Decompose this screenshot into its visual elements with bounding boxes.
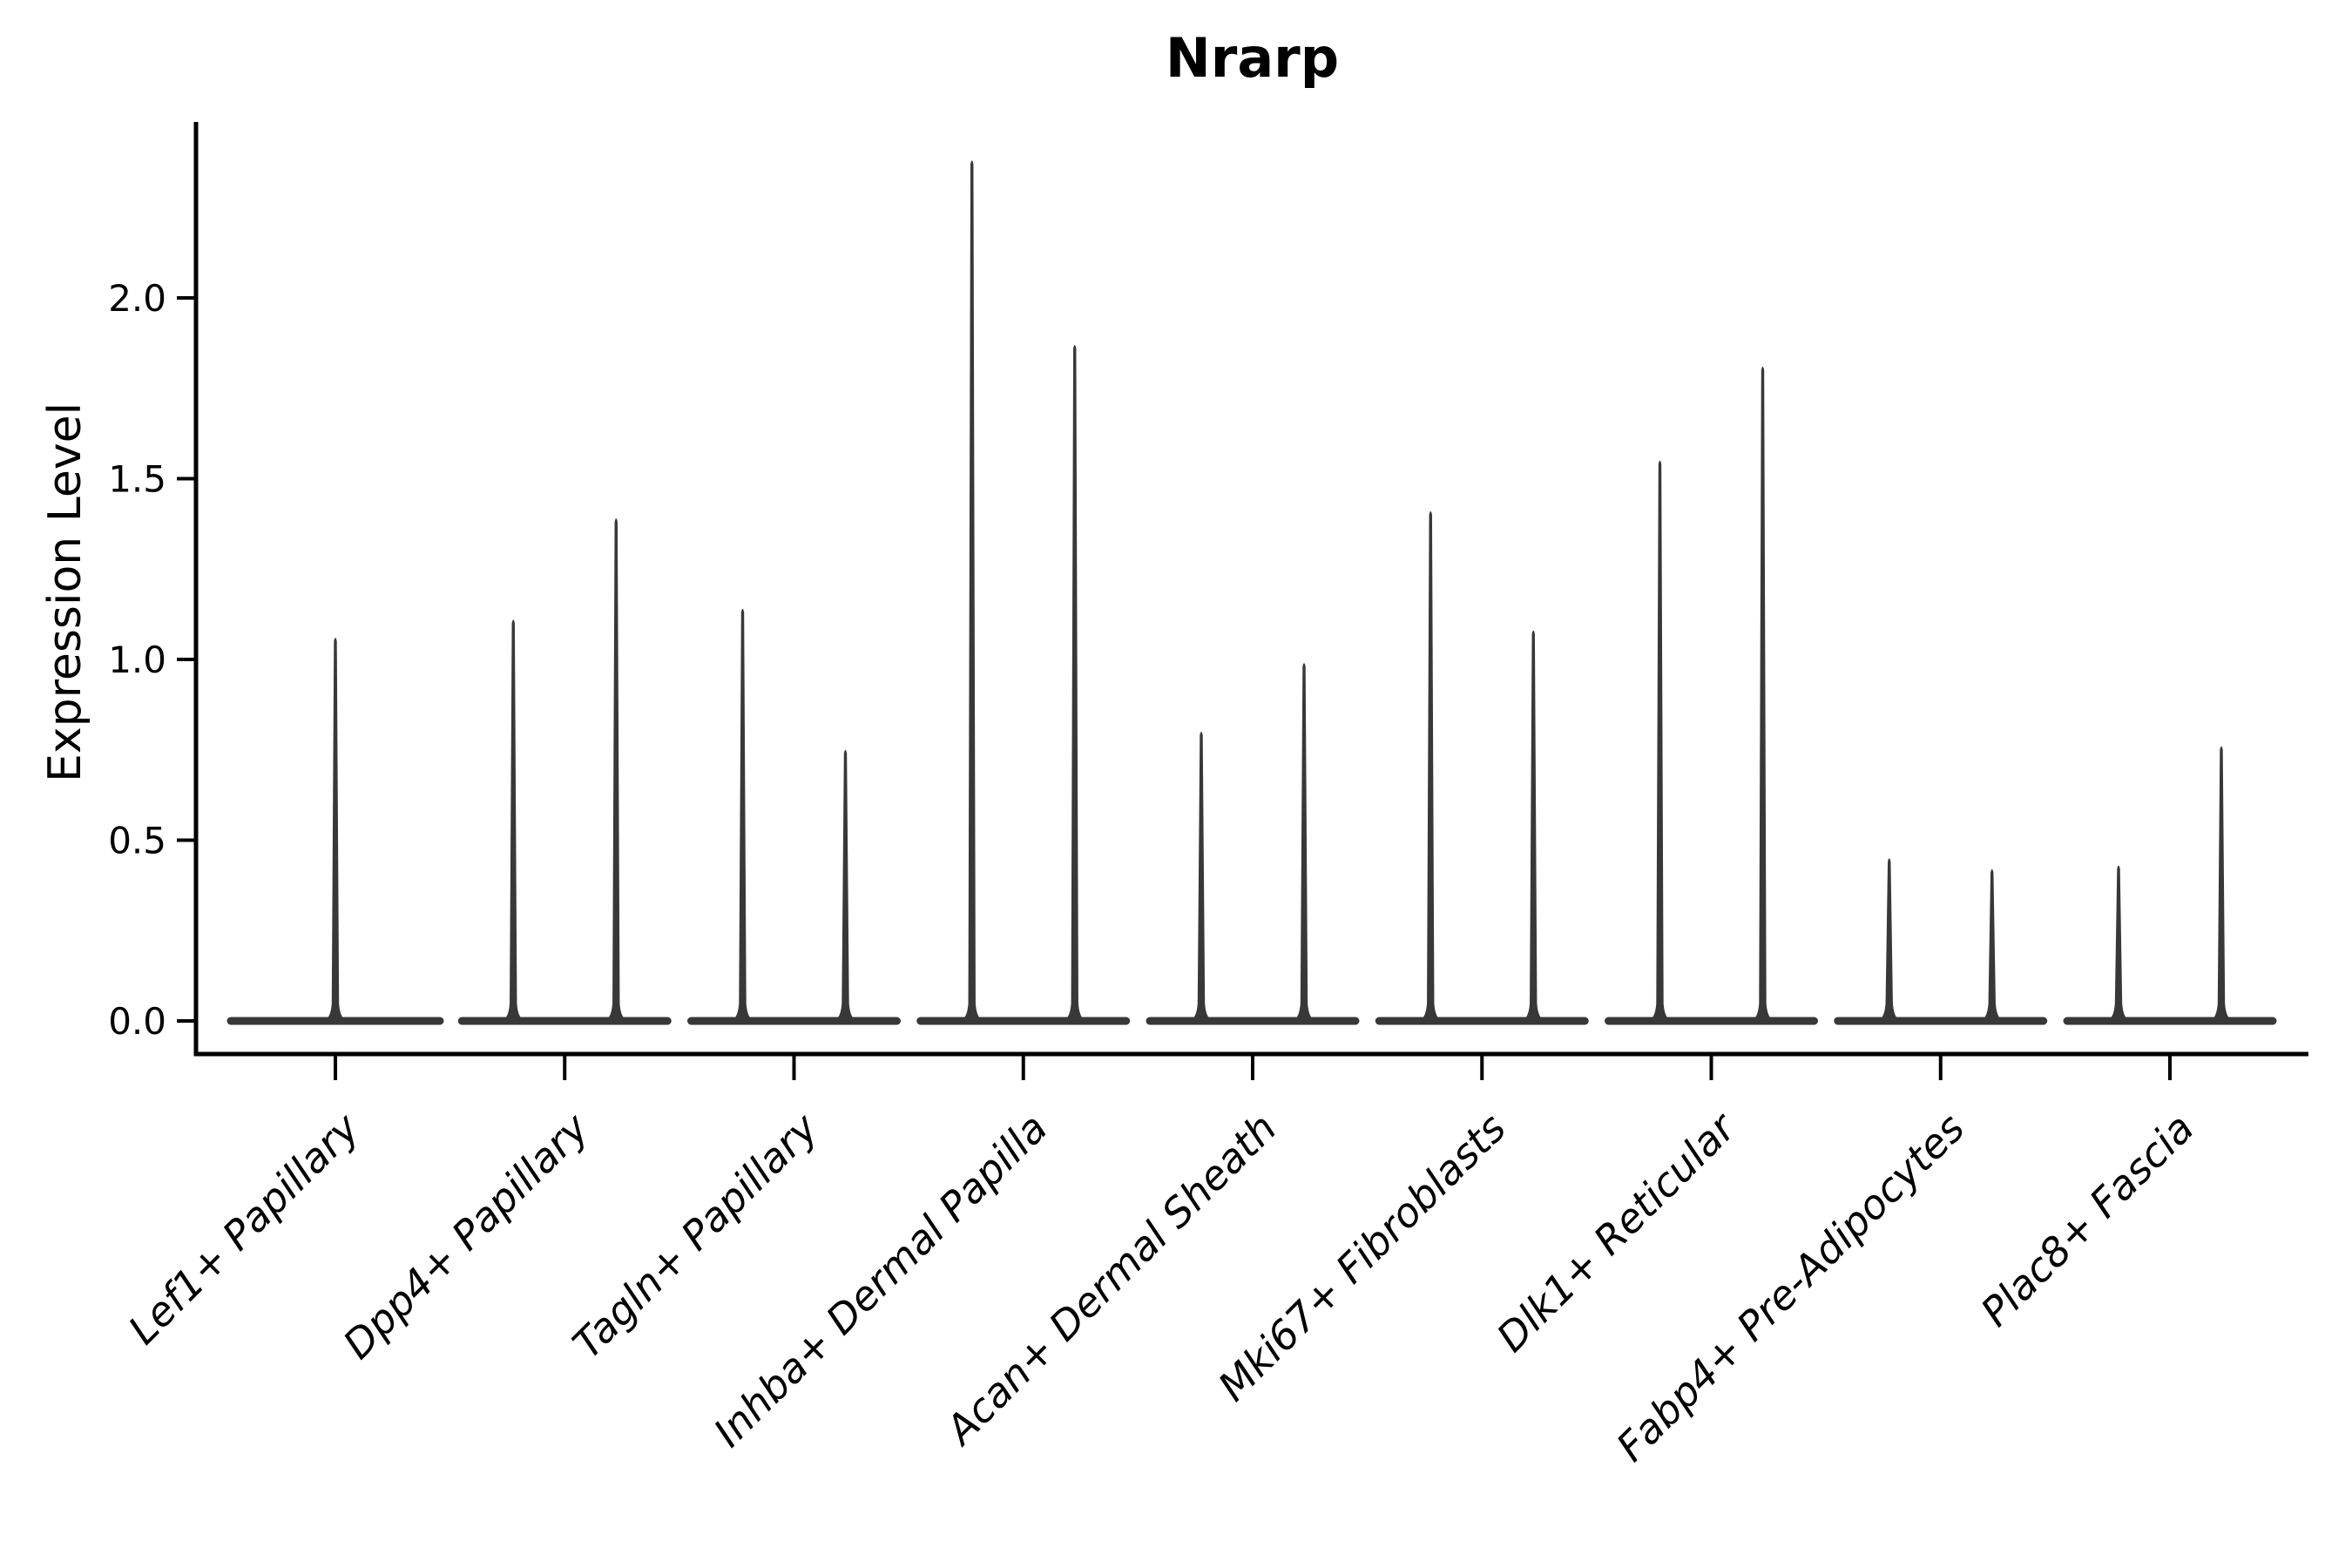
violin-spike — [1875, 858, 1903, 1024]
violin-spike — [499, 619, 528, 1024]
x-tick-label: Lef1+ Papillary — [119, 1104, 368, 1353]
violin-spike — [957, 160, 986, 1024]
chart-title: Nrarp — [1165, 26, 1340, 90]
y-tick-label: 0.0 — [108, 1000, 166, 1043]
violin-spike — [831, 749, 860, 1024]
x-tick-label: Tagln+ Papillary — [564, 1104, 828, 1368]
y-tick-label: 1.5 — [108, 458, 166, 501]
violin-spike — [1977, 868, 2006, 1024]
violin-spike — [1060, 344, 1089, 1024]
violin-spike — [1187, 732, 1215, 1024]
violin-spike — [1748, 366, 1777, 1024]
violin-spike — [2207, 746, 2235, 1024]
violin-spike — [1290, 663, 1318, 1024]
violin-spike — [321, 638, 349, 1024]
x-tick-label: Plac8+ Fascia — [1971, 1105, 2202, 1335]
y-tick-label: 2.0 — [108, 277, 166, 320]
violin-spike — [602, 518, 631, 1024]
violin-spike — [1416, 510, 1445, 1024]
violin-spike — [1519, 630, 1548, 1024]
y-tick-label: 0.5 — [108, 820, 166, 862]
y-tick-label: 1.0 — [108, 639, 166, 681]
violin-spike — [1646, 460, 1674, 1024]
x-tick-label: Dpp4+ Papillary — [334, 1104, 598, 1368]
x-tick-label: Dlk1+ Reticular — [1488, 1102, 1747, 1361]
violin-spike — [2105, 865, 2132, 1024]
violin-spike — [728, 608, 757, 1024]
